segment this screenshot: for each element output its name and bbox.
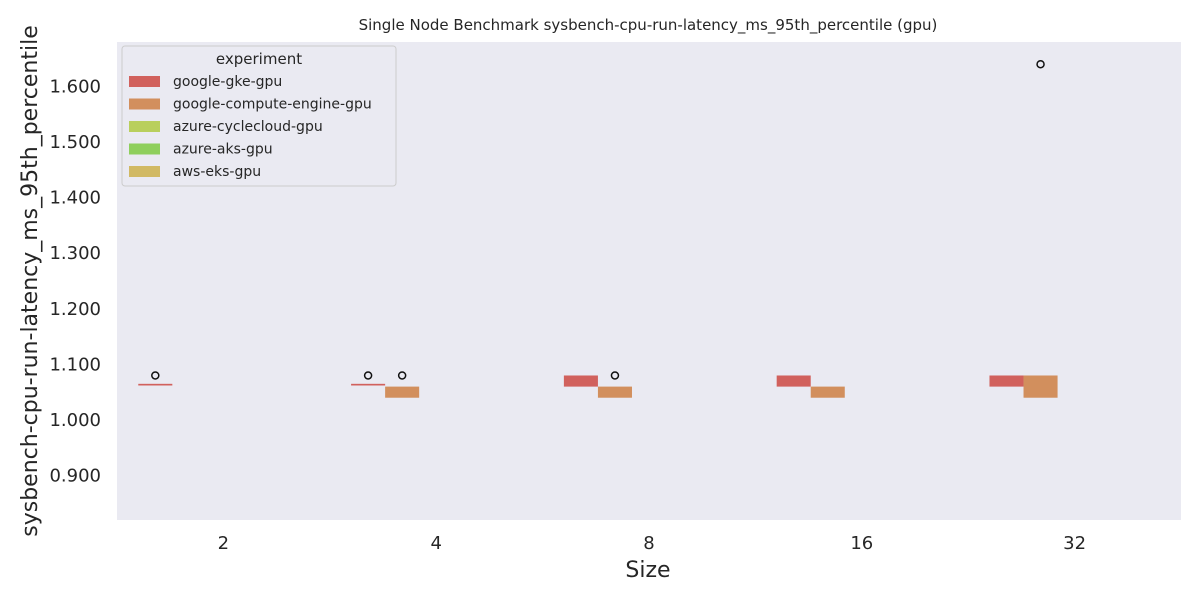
legend-swatch xyxy=(129,143,160,155)
legend-label: azure-aks-gpu xyxy=(173,142,273,158)
legend: experiment google-gke-gpu google-compute-… xyxy=(121,45,397,187)
legend-label: aws-eks-gpu xyxy=(173,164,261,180)
x-tick-label: 16 xyxy=(850,533,873,554)
outlier-point xyxy=(397,371,407,380)
y-tick-label: 1.400 xyxy=(49,188,101,209)
legend-swatch xyxy=(129,121,160,132)
y-tick-label: 1.100 xyxy=(49,354,101,375)
y-tick-label: 0.900 xyxy=(49,466,101,487)
box-google-compute-engine-gpu-16 xyxy=(810,386,845,398)
box-google-compute-engine-gpu-4 xyxy=(385,386,420,398)
x-tick-labels: 2 4 8 16 32 xyxy=(218,533,1086,554)
y-tick-label: 1.600 xyxy=(49,76,101,97)
x-tick-label: 4 xyxy=(430,533,441,554)
x-tick-label: 32 xyxy=(1063,533,1086,554)
outlier-point xyxy=(151,371,160,380)
box-google-gke-gpu-2 xyxy=(138,383,173,386)
box-google-gke-gpu-16 xyxy=(776,375,811,387)
legend-swatch xyxy=(129,166,160,177)
x-tick-label: 8 xyxy=(643,533,654,554)
boxes-layer xyxy=(138,375,1058,398)
outlier-point xyxy=(363,371,373,380)
legend-label: google-compute-engine-gpu xyxy=(173,97,372,113)
y-tick-label: 1.500 xyxy=(49,132,101,153)
y-tick-label: 1.300 xyxy=(49,243,101,264)
outlier-point xyxy=(610,371,620,380)
legend-label: google-gke-gpu xyxy=(173,74,282,90)
box-google-gke-gpu-8 xyxy=(563,375,598,387)
y-axis-label: sysbench-cpu-run-latency_ms_95th_percent… xyxy=(18,25,43,536)
y-tick-labels: 0.900 1.000 1.100 1.200 1.300 1.400 1.500 1.600 xyxy=(49,76,101,486)
box-google-gke-gpu-32 xyxy=(989,375,1024,387)
box-google-compute-engine-gpu-8 xyxy=(597,386,632,398)
x-tick-label: 2 xyxy=(218,533,229,554)
y-tick-label: 1.000 xyxy=(49,410,101,431)
legend-items: google-gke-gpu google-compute-engine-gpu a… xyxy=(129,74,372,180)
box-google-compute-engine-gpu-32 xyxy=(1023,375,1058,398)
chart-title: Single Node Benchmark sysbench-cpu-run-l… xyxy=(359,16,938,35)
legend-swatch xyxy=(129,76,160,87)
legend-title: experiment xyxy=(216,50,302,68)
y-tick-label: 1.200 xyxy=(49,299,101,320)
outliers-layer xyxy=(151,59,1045,380)
legend-swatch xyxy=(129,98,160,110)
outlier-point xyxy=(1036,59,1045,69)
x-axis-label: Size xyxy=(625,558,670,583)
box-google-gke-gpu-4 xyxy=(351,383,386,386)
legend-frame xyxy=(121,45,397,187)
legend-label: azure-cyclecloud-gpu xyxy=(173,119,323,135)
